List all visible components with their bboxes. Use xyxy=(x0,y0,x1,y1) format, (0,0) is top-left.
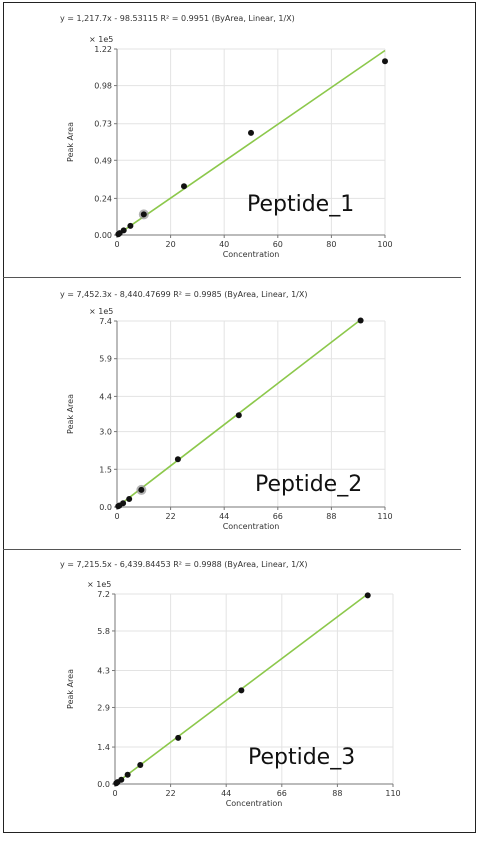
regression-equation-3: y = 7,215.5x - 6,439.84453 R² = 0.9988 (… xyxy=(60,560,308,569)
y-tick-label-0: 0.0 xyxy=(99,503,112,512)
x-tick-label-2: 44 xyxy=(221,789,231,798)
x-axis-label: Concentration xyxy=(226,799,283,808)
y-axis-label: Peak Area xyxy=(66,669,75,709)
y-tick-label-5: 7.2 xyxy=(97,590,110,599)
y-tick-label-3: 0.73 xyxy=(94,120,112,129)
x-tick-label-0: 0 xyxy=(114,512,119,521)
x-axis-label: Concentration xyxy=(223,250,280,259)
exponent-label: × 1e5 xyxy=(89,35,113,44)
y-tick-label-0: 0.0 xyxy=(97,780,110,789)
data-point-5 xyxy=(175,734,182,741)
data-point-6 xyxy=(238,687,245,694)
exponent-label: × 1e5 xyxy=(87,580,111,589)
data-point-3 xyxy=(127,222,134,229)
y-tick-label-4: 5.9 xyxy=(99,355,112,364)
data-point-7 xyxy=(357,317,364,324)
y-tick-label-5: 1.22 xyxy=(94,45,112,54)
x-tick-label-1: 22 xyxy=(166,512,176,521)
data-point-7 xyxy=(382,58,388,65)
calibration-chart-peptide-3: 0 22 44 66 88 110 0.0 1.4 2.9 4.3 5.8 7.2× 1e5 Conce… xyxy=(66,580,401,808)
calibration-chart-peptide-2: 0 22 44 66 88 110 0.0 1.5 3.0 4.4 5.9 7.4× 1e5 Conce… xyxy=(66,307,393,531)
plot-area xyxy=(115,594,393,784)
x-tick-label-4: 88 xyxy=(326,512,336,521)
data-point-3 xyxy=(124,771,131,778)
x-tick-label-4: 80 xyxy=(326,240,336,249)
x-tick-label-4: 88 xyxy=(332,789,342,798)
data-point-2 xyxy=(120,500,127,507)
x-axis-label: Concentration xyxy=(223,522,280,531)
y-tick-label-2: 3.0 xyxy=(99,428,112,437)
calibration-chart-peptide-1: 0 20 40 60 80 100 0.00 0.24 0.49 0.73 0.98 1.22× 1e… xyxy=(66,35,393,259)
peptide-label: Peptide_2 xyxy=(255,472,362,497)
data-point-5 xyxy=(174,456,181,463)
data-point-2 xyxy=(120,227,127,234)
x-tick-label-5: 100 xyxy=(377,240,392,249)
x-tick-label-5: 110 xyxy=(377,512,392,521)
data-point-6 xyxy=(248,129,254,136)
y-tick-label-1: 1.4 xyxy=(97,743,110,752)
y-tick-label-2: 2.9 xyxy=(97,703,110,712)
data-point-6 xyxy=(235,412,242,419)
peptide-label: Peptide_3 xyxy=(248,745,355,770)
x-tick-label-3: 66 xyxy=(273,512,283,521)
y-tick-label-2: 0.49 xyxy=(94,156,112,165)
data-point-5 xyxy=(181,183,187,190)
data-point-4 xyxy=(138,486,145,493)
y-axis-label: Peak Area xyxy=(66,122,75,162)
x-tick-label-2: 40 xyxy=(219,240,229,249)
y-tick-label-3: 4.4 xyxy=(99,392,112,401)
panel-separator-2 xyxy=(3,549,461,550)
regression-line xyxy=(116,49,386,236)
x-tick-label-1: 20 xyxy=(166,240,176,249)
exponent-label: × 1e5 xyxy=(89,307,113,316)
x-tick-label-0: 0 xyxy=(114,240,119,249)
x-tick-label-1: 22 xyxy=(166,789,176,798)
x-tick-label-2: 44 xyxy=(219,512,229,521)
data-point-4 xyxy=(140,211,147,218)
x-tick-label-3: 60 xyxy=(273,240,283,249)
data-point-2 xyxy=(118,776,125,783)
peptide-label: Peptide_1 xyxy=(247,192,354,217)
data-point-7 xyxy=(364,592,371,599)
y-tick-label-1: 0.24 xyxy=(94,194,112,203)
y-tick-label-4: 0.98 xyxy=(94,82,112,91)
panel-separator-1 xyxy=(3,277,461,278)
x-tick-label-5: 110 xyxy=(385,789,400,798)
x-tick-label-3: 66 xyxy=(277,789,287,798)
y-tick-label-3: 4.3 xyxy=(97,667,110,676)
data-point-4 xyxy=(137,762,144,768)
x-tick-label-0: 0 xyxy=(112,789,117,798)
y-axis-label: Peak Area xyxy=(66,394,75,434)
data-point-3 xyxy=(126,495,133,502)
y-tick-label-5: 7.4 xyxy=(99,317,112,326)
plot-area xyxy=(117,321,385,507)
y-tick-label-0: 0.00 xyxy=(94,231,112,240)
regression-equation-2: y = 7,452.3x - 8,440.47699 R² = 0.9985 (… xyxy=(60,290,308,299)
y-tick-label-1: 1.5 xyxy=(99,465,112,474)
regression-equation-1: y = 1,217.7x - 98.53115 R² = 0.9951 (ByA… xyxy=(60,14,295,23)
y-tick-label-4: 5.8 xyxy=(97,627,110,636)
